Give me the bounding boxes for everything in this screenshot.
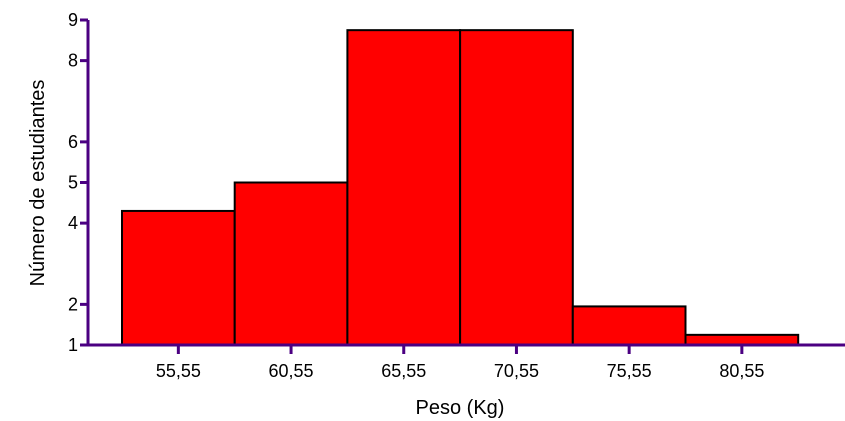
bar-70,55 [459,29,574,346]
bar-80,55 [684,333,800,346]
y-tick-label: 5 [68,173,78,193]
bar-75,55 [571,305,687,346]
bar-55,55 [121,209,236,346]
x-axis-title: Peso (Kg) [416,397,505,419]
y-tick-label: 9 [68,10,78,30]
bar-60,55 [233,181,349,346]
x-tick-label: 80,55 [719,361,764,381]
y-tick-label: 4 [68,213,78,233]
x-tick-label: 75,55 [607,361,652,381]
bar-65,55 [346,29,462,346]
y-axis-title: Número de estudiantes [27,80,49,287]
x-tick-label: 65,55 [381,361,426,381]
y-tick-label: 6 [68,132,78,152]
x-tick-label: 55,55 [156,361,201,381]
bars-group [121,29,800,346]
y-tick-label: 8 [68,51,78,71]
x-axis: 55,55 60,55 65,55 70,55 75,55 80,55 [88,343,845,381]
y-tick-label: 2 [68,294,78,314]
y-tick-label: 1 [68,335,78,355]
x-tick-label: 60,55 [269,361,314,381]
x-tick-label: 70,55 [494,361,539,381]
y-axis: 1 2 4 5 6 8 9 [68,10,90,355]
